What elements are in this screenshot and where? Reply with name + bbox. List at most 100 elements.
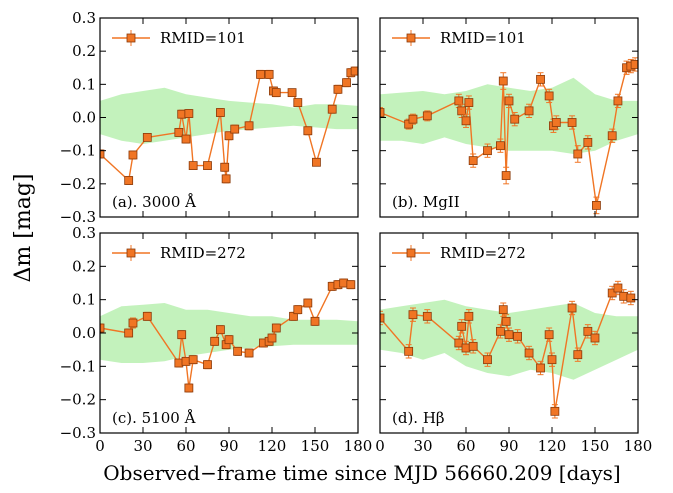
data-point [287, 88, 297, 98]
y-tick-label: 0.1 [72, 291, 96, 309]
data-point [333, 84, 343, 94]
series-line [100, 282, 351, 389]
x-tick-label: 60 [456, 437, 475, 455]
data-point [504, 96, 514, 106]
data-point [461, 116, 471, 126]
data-point [501, 316, 511, 326]
panel-c: −0.3 −0.2 −0.1 0.0 0.1 0.2 0.3 0 30 60 90 120 150 180… [60, 224, 373, 455]
data-point [350, 66, 358, 76]
data-point [547, 355, 557, 365]
data-point [264, 69, 274, 79]
plot-area [100, 66, 358, 185]
y-tick-label: −0.3 [60, 424, 96, 442]
data-point [422, 311, 432, 321]
x-tick-label: 30 [413, 437, 432, 455]
data-point [188, 161, 198, 170]
data-point [630, 60, 638, 69]
data-point [501, 171, 511, 180]
data-point [142, 311, 152, 321]
data-point [244, 121, 254, 131]
legend-marker [406, 248, 416, 258]
data-point [203, 360, 212, 370]
y-tick-label: −0.2 [60, 175, 96, 193]
legend-marker [126, 33, 136, 43]
data-point [573, 149, 583, 159]
data-point [271, 323, 281, 333]
data-point [567, 303, 577, 313]
legend-label: RMID=272 [440, 244, 526, 262]
data-point [244, 348, 254, 358]
data-point [210, 336, 220, 346]
plot-area [380, 57, 638, 215]
panel-b: RMID=101 (b). MgII [379, 17, 639, 218]
data-point [495, 326, 505, 336]
x-tick-label: 60 [176, 437, 195, 455]
y-tick-label: 0.0 [72, 109, 96, 127]
x-tick-label: 90 [499, 437, 518, 455]
data-point [550, 406, 560, 416]
y-tick-label: −0.2 [60, 391, 96, 409]
data-point [607, 288, 617, 298]
data-point [590, 333, 600, 343]
y-axis-label: Δm [mag] [11, 174, 36, 283]
data-point [293, 305, 303, 315]
x-tick-label: 150 [581, 437, 610, 455]
data-point [454, 96, 464, 106]
y-tick-label: −0.1 [60, 142, 96, 160]
data-point [267, 333, 277, 343]
y-tick-label: 0.0 [72, 324, 96, 342]
data-point [100, 149, 105, 159]
x-tick-label: 0 [95, 437, 105, 455]
data-point [567, 118, 577, 127]
y-tick-label: 0.2 [72, 257, 96, 275]
data-point [224, 335, 234, 345]
data-point [233, 346, 243, 356]
data-point [215, 325, 225, 335]
y-tick-label: −0.3 [60, 208, 96, 226]
data-point [128, 150, 138, 160]
legend-marker [406, 33, 416, 43]
data-point [464, 311, 474, 321]
x-tick-label: 180 [344, 437, 373, 455]
data-point [504, 330, 514, 340]
data-point [536, 74, 545, 84]
y-tick-label: 0.2 [72, 42, 96, 60]
legend-marker [126, 248, 136, 258]
data-point [203, 161, 212, 170]
data-point [544, 91, 554, 101]
data-point [188, 355, 198, 365]
y-tick-label: −0.1 [60, 357, 96, 375]
data-point [342, 78, 351, 88]
x-tick-label: 0 [375, 437, 385, 455]
x-axis-label: Observed−frame time since MJD 56660.209 … [103, 461, 620, 485]
x-tick-label: 120 [258, 437, 287, 455]
data-point [142, 132, 152, 142]
model-band [100, 87, 358, 144]
panel-a: −0.3 −0.2 −0.1 0.0 0.1 0.2 0.3 RMID=101 (a). 300… [60, 9, 359, 226]
data-point [221, 174, 231, 184]
data-point [422, 111, 432, 121]
y-tick-label: 0.3 [72, 9, 96, 27]
plot-area [100, 278, 358, 393]
data-point [454, 338, 464, 348]
data-point [310, 316, 320, 326]
x-tick-label: 150 [301, 437, 330, 455]
data-point [495, 141, 505, 151]
panel-label: (a). 3000 Å [112, 193, 196, 211]
data-point [230, 124, 240, 134]
data-point [124, 328, 134, 338]
data-point [551, 118, 561, 127]
panel-d: 0 30 60 90 120 150 180 RMID=272 (d). Hβ [375, 232, 652, 455]
data-point [613, 96, 623, 106]
data-point [408, 310, 418, 320]
y-tick-label: 0.3 [72, 224, 96, 242]
data-point [457, 321, 467, 331]
data-point [498, 305, 508, 315]
legend-label: RMID=272 [160, 244, 246, 262]
x-tick-label: 90 [219, 437, 238, 455]
model-band [100, 303, 358, 363]
data-point [346, 280, 356, 290]
data-point [184, 109, 194, 118]
data-point [483, 355, 492, 365]
